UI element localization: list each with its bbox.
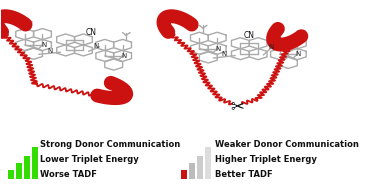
- Text: ✂: ✂: [230, 97, 244, 116]
- Text: Higher Triplet Energy: Higher Triplet Energy: [215, 155, 317, 164]
- Text: Worse TADF: Worse TADF: [40, 170, 97, 179]
- Text: /: /: [20, 26, 22, 31]
- Bar: [32, 147, 39, 179]
- Text: N: N: [215, 46, 221, 52]
- Text: Strong Donor Communication: Strong Donor Communication: [40, 140, 180, 149]
- Text: N: N: [268, 44, 273, 50]
- Text: Better TADF: Better TADF: [215, 170, 273, 179]
- Bar: [8, 170, 14, 179]
- Bar: [16, 163, 22, 179]
- Bar: [181, 170, 187, 179]
- Bar: [189, 163, 195, 179]
- Text: N: N: [41, 42, 46, 48]
- Text: Lower Triplet Energy: Lower Triplet Energy: [40, 155, 139, 164]
- Bar: [197, 156, 203, 179]
- Text: Weaker Donor Communication: Weaker Donor Communication: [215, 140, 359, 149]
- Text: N: N: [121, 53, 126, 59]
- Bar: [205, 147, 211, 179]
- Text: N: N: [296, 51, 301, 57]
- Text: CN: CN: [244, 31, 255, 40]
- Text: CN: CN: [85, 28, 96, 37]
- Text: N: N: [47, 47, 52, 54]
- Bar: [24, 156, 30, 179]
- Text: N: N: [222, 51, 227, 57]
- Text: N: N: [93, 43, 98, 49]
